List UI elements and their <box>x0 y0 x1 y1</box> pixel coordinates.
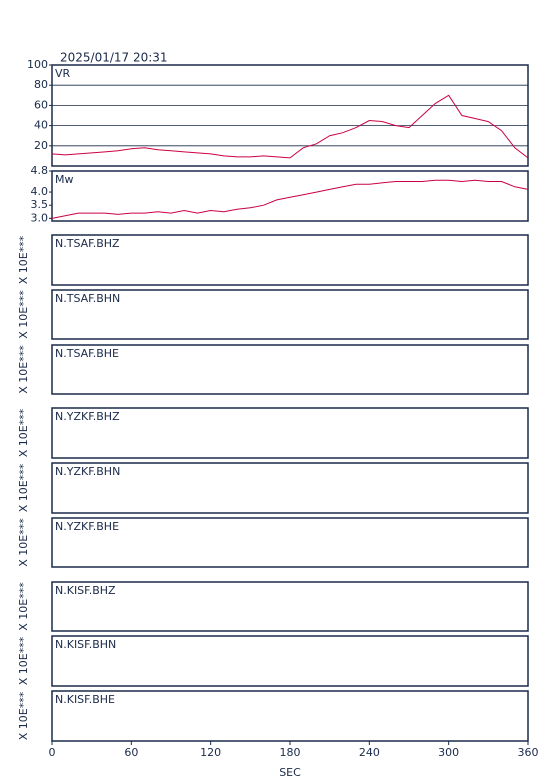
y-axis-label: X 10E*** <box>17 290 30 339</box>
y-axis-label: X 10E*** <box>17 636 30 685</box>
data-line <box>51 94 529 159</box>
panel-frame <box>51 517 529 568</box>
panel-title: N.YZKF.BHZ <box>55 410 120 423</box>
x-tick-label: 60 <box>124 746 138 759</box>
y-axis-label: X 10E*** <box>17 463 30 512</box>
panel-frame <box>51 234 529 286</box>
panel-frame <box>51 344 529 395</box>
panel-title: N.KISF.BHE <box>55 693 115 706</box>
x-tick-label: 240 <box>359 746 380 759</box>
panel-frame <box>51 690 529 742</box>
x-tick-label: 120 <box>200 746 221 759</box>
panel-title: Mw <box>55 173 74 186</box>
panel-frame <box>51 64 529 167</box>
panel-title: N.YZKF.BHE <box>55 520 119 533</box>
y-tick-label: 3.0 <box>31 211 49 224</box>
panel-title: N.YZKF.BHN <box>55 465 120 478</box>
y-tick-label: 3.5 <box>31 198 49 211</box>
y-axis-label: X 10E*** <box>17 518 30 567</box>
panel-title: N.KISF.BHN <box>55 638 116 651</box>
timestamp: 2025/01/17 20:31 <box>60 51 168 65</box>
panel-title: N.TSAF.BHE <box>55 347 119 360</box>
panel-frame <box>51 407 529 459</box>
y-tick-label: 60 <box>34 98 48 111</box>
y-tick-label: 4.0 <box>31 185 49 198</box>
y-tick-label: 20 <box>34 139 48 152</box>
panel-title: N.TSAF.BHZ <box>55 237 120 250</box>
y-axis-label: X 10E*** <box>17 235 30 284</box>
data-line <box>51 179 529 219</box>
panel-frame <box>51 289 529 340</box>
panel-title: VR <box>55 67 71 80</box>
y-tick-label: 100 <box>27 58 48 71</box>
x-tick-label: 300 <box>438 746 459 759</box>
panel-frame <box>51 635 529 687</box>
y-axis-label: X 10E*** <box>17 582 30 631</box>
x-tick-label: 0 <box>49 746 56 759</box>
panel-frame <box>51 462 529 514</box>
panel-frame <box>51 170 529 222</box>
y-axis-label: X 10E*** <box>17 345 30 394</box>
x-tick-label: 180 <box>280 746 301 759</box>
panel-title: N.KISF.BHZ <box>55 584 116 597</box>
panel-title: N.TSAF.BHN <box>55 292 120 305</box>
y-tick-label: 40 <box>34 119 48 132</box>
y-tick-label: 80 <box>34 78 48 91</box>
y-axis-label: X 10E*** <box>17 691 30 740</box>
x-tick-label: 360 <box>518 746 539 759</box>
x-axis-label: SEC <box>279 766 301 779</box>
panel-frame <box>51 581 529 632</box>
y-axis-label: X 10E*** <box>17 408 30 457</box>
y-tick-label: 4.8 <box>31 164 49 177</box>
